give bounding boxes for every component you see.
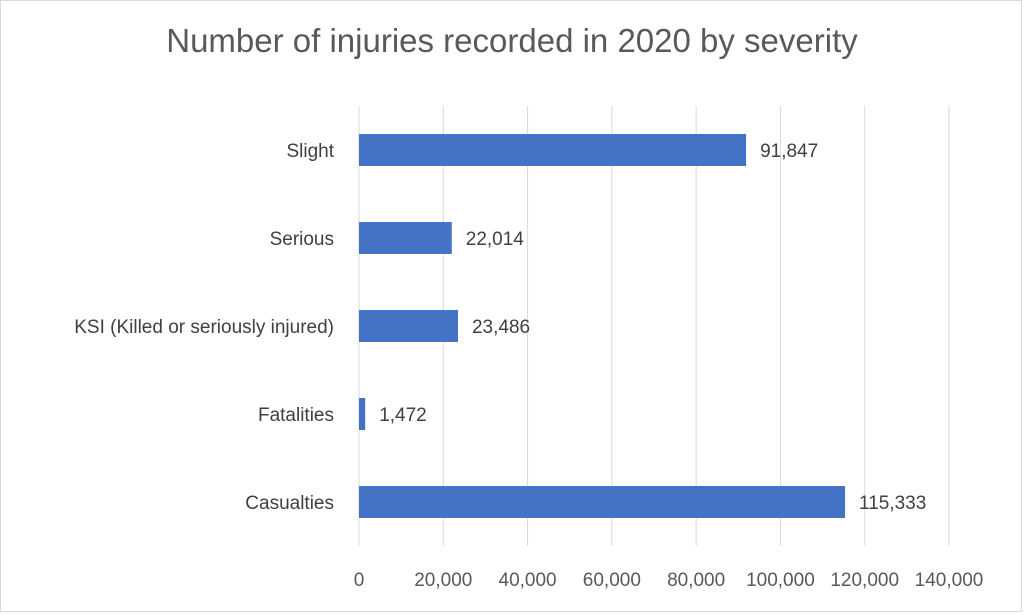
data-label: 1,472 [379,405,427,426]
data-label: 22,014 [466,229,525,250]
data-label: 115,333 [859,493,926,514]
x-tick-label: 20,000 [414,570,472,591]
bar [359,486,846,518]
category-label: Serious [270,229,334,250]
data-label: 91,847 [760,141,818,162]
category-label: Fatalities [258,405,334,426]
bar [359,398,366,430]
x-tick-label: 140,000 [915,570,984,591]
category-label: Slight [286,141,334,162]
chart-title: Number of injuries recorded in 2020 by s… [166,22,858,59]
bar [359,134,747,166]
category-label: Casualties [245,493,334,514]
category-label: KSI (Killed or seriously injured) [74,317,334,338]
data-label: 23,486 [472,317,530,338]
bar [359,222,452,254]
x-tick-label: 60,000 [583,570,641,591]
bar [359,310,458,342]
x-tick-label: 40,000 [499,570,557,591]
x-tick-label: 100,000 [746,570,815,591]
x-tick-label: 0 [354,570,365,591]
x-tick-label: 120,000 [830,570,899,591]
x-tick-label: 80,000 [667,570,725,591]
